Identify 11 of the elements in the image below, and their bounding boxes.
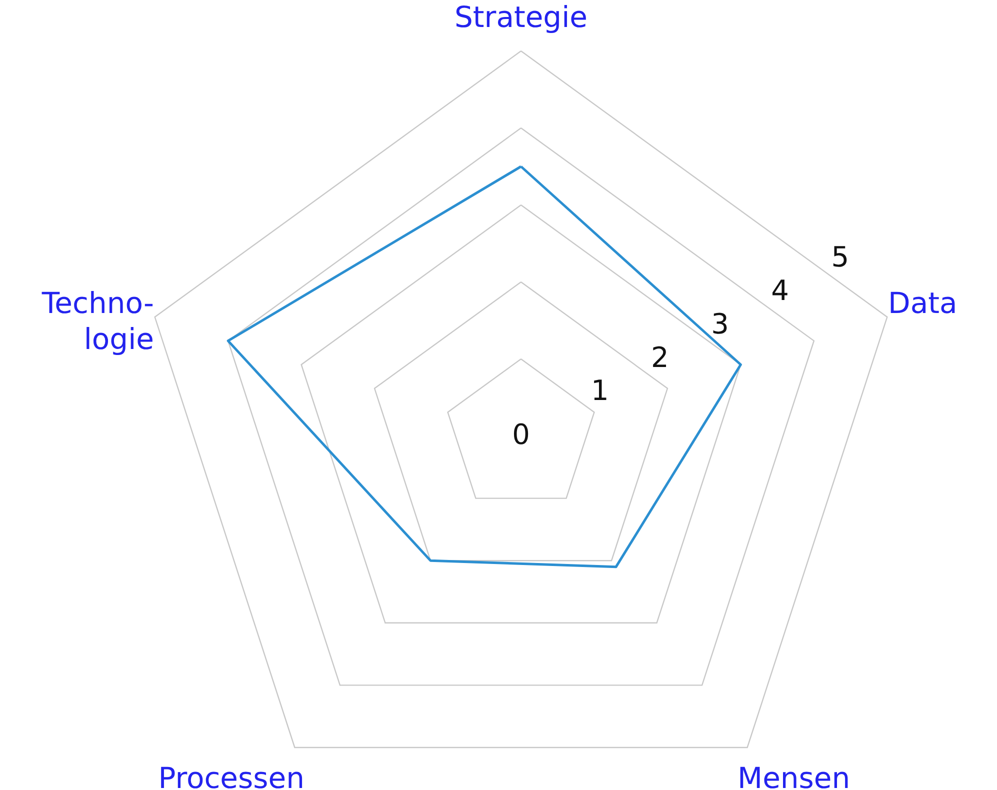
spoke-label: Mensen [738,760,850,790]
y-tick-label: 1 [590,374,609,408]
spoke-label: Processen [158,760,304,790]
y-tick-label: 5 [831,240,850,274]
spoke-label: Techno- logie [40,286,154,356]
y-tick-label: 4 [771,274,789,308]
y-tick-label: 0 [512,418,530,451]
y-tick-label: 2 [651,340,669,374]
spoke-label: Strategie [454,0,588,34]
spoke-label: Data [888,286,958,320]
y-tick-label: 3 [711,307,729,340]
